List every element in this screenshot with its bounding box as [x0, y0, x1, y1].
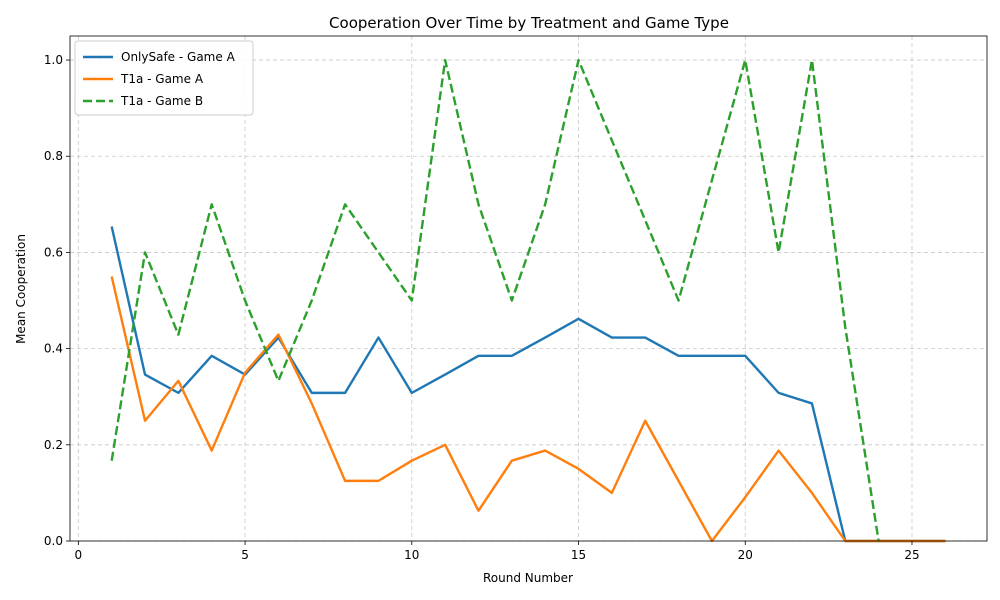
y-tick-label: 0.2: [44, 438, 63, 452]
legend-label-1: OnlySafe - Game A: [121, 50, 236, 64]
y-tick-label: 1.0: [44, 53, 63, 67]
y-axis-label: Mean Cooperation: [14, 234, 28, 344]
x-tick-label: 5: [241, 548, 249, 562]
series-line-1: [110, 226, 946, 543]
x-tick-label: 25: [904, 548, 919, 562]
y-tick-label: 0.0: [44, 534, 63, 548]
series-lines: [110, 58, 946, 543]
x-axis-label: Round Number: [483, 571, 573, 585]
legend-label-3: T1a - Game B: [120, 94, 203, 108]
y-tick-label: 0.8: [44, 149, 63, 163]
legend-box: [74, 40, 254, 116]
series-line-2: [110, 276, 946, 543]
x-tick-label: 20: [738, 548, 753, 562]
y-tick-label: 0.4: [44, 342, 63, 356]
y-tick-label: 0.6: [44, 245, 63, 259]
plot-frame: [69, 35, 988, 542]
series-line-3: [110, 58, 880, 542]
chart-title: Cooperation Over Time by Treatment and G…: [329, 14, 729, 32]
legend: OnlySafe - Game A T1a - Game A T1a - Game …: [74, 40, 254, 116]
legend-label-2: T1a - Game A: [120, 72, 204, 86]
x-tick-label: 0: [75, 548, 83, 562]
x-tick-label: 15: [571, 548, 586, 562]
x-tick-label: 10: [404, 548, 419, 562]
axes: 0 5 10 15 20 25 0.0 0.2 0.4 0.6 0.8 1.0: [44, 53, 920, 562]
